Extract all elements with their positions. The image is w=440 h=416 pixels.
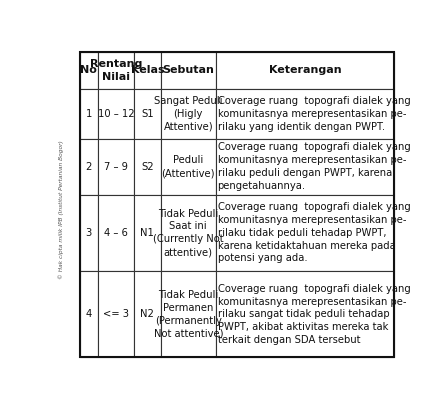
- Bar: [161, 52, 216, 89]
- Bar: [80, 195, 98, 271]
- Bar: [134, 271, 161, 357]
- Text: 1: 1: [85, 109, 92, 119]
- Text: Rentang
Nilai: Rentang Nilai: [90, 59, 142, 82]
- Text: Peduli
(Attentive): Peduli (Attentive): [161, 155, 215, 178]
- Bar: [216, 271, 394, 357]
- Bar: [161, 139, 216, 195]
- Bar: [80, 52, 98, 89]
- Bar: [80, 89, 98, 139]
- Text: 3: 3: [85, 228, 92, 238]
- Bar: [161, 195, 216, 271]
- Text: Sangat Peduli
(Higly
Attentive): Sangat Peduli (Higly Attentive): [154, 96, 223, 132]
- Bar: [216, 195, 394, 271]
- Bar: [98, 89, 134, 139]
- Text: Kelas: Kelas: [131, 65, 164, 75]
- Text: N2: N2: [140, 310, 154, 319]
- Text: Keterangan: Keterangan: [269, 65, 341, 75]
- Bar: [216, 89, 394, 139]
- Bar: [134, 139, 161, 195]
- Text: Coverage ruang  topografi dialek yang
komunitasnya merepresentasikan pe-
rilaku : Coverage ruang topografi dialek yang kom…: [217, 142, 410, 191]
- Text: Coverage ruang  topografi dialek yang
komunitasnya merepresentasikan pe-
rilaku : Coverage ruang topografi dialek yang kom…: [217, 284, 410, 345]
- Bar: [134, 52, 161, 89]
- Text: © Hak cipta milik IPB (Institut Pertanian Bogor): © Hak cipta milik IPB (Institut Pertania…: [59, 141, 64, 280]
- Text: 7 – 9: 7 – 9: [104, 162, 128, 172]
- Text: 4 – 6: 4 – 6: [104, 228, 128, 238]
- Text: S2: S2: [141, 162, 154, 172]
- Bar: [98, 271, 134, 357]
- Text: Coverage ruang  topografi dialek yang
komunitasnya merepresentasikan pe-
rilaku : Coverage ruang topografi dialek yang kom…: [217, 202, 410, 263]
- Bar: [134, 89, 161, 139]
- Bar: [216, 139, 394, 195]
- Bar: [98, 139, 134, 195]
- Text: Sebutan: Sebutan: [162, 65, 214, 75]
- Bar: [98, 195, 134, 271]
- Text: N1: N1: [140, 228, 154, 238]
- Bar: [216, 52, 394, 89]
- Text: S1: S1: [141, 109, 154, 119]
- Text: 2: 2: [85, 162, 92, 172]
- Bar: [134, 195, 161, 271]
- Text: No: No: [80, 65, 97, 75]
- Text: Coverage ruang  topografi dialek yang
komunitasnya merepresentasikan pe-
rilaku : Coverage ruang topografi dialek yang kom…: [217, 96, 410, 132]
- Text: Tidak Peduli
Saat ini
(Currently Not
attentive): Tidak Peduli Saat ini (Currently Not att…: [153, 209, 224, 257]
- Bar: [161, 271, 216, 357]
- Text: Tidak Peduli
Permanen
(Permanently
Not attentive): Tidak Peduli Permanen (Permanently Not a…: [154, 290, 223, 339]
- Text: 4: 4: [85, 310, 92, 319]
- Bar: [80, 271, 98, 357]
- Text: 10 – 12: 10 – 12: [98, 109, 134, 119]
- Text: <= 3: <= 3: [103, 310, 129, 319]
- Bar: [80, 139, 98, 195]
- Bar: [98, 52, 134, 89]
- Bar: [161, 89, 216, 139]
